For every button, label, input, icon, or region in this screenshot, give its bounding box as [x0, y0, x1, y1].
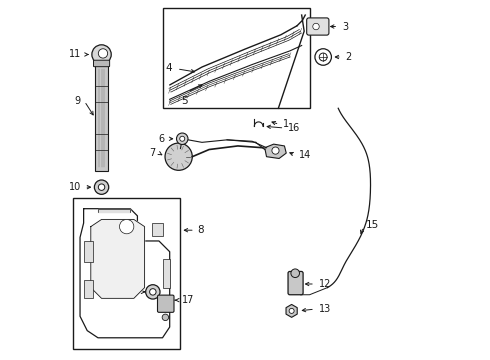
Bar: [152, 223, 163, 235]
Text: 1: 1: [283, 120, 289, 129]
Text: 8: 8: [197, 225, 204, 235]
Circle shape: [162, 314, 169, 320]
Text: 9: 9: [74, 96, 81, 106]
Text: 11: 11: [69, 49, 81, 59]
Circle shape: [149, 289, 156, 295]
Text: 4: 4: [166, 63, 172, 73]
Circle shape: [313, 23, 319, 30]
Text: 18: 18: [128, 287, 140, 297]
Circle shape: [289, 309, 294, 314]
Polygon shape: [98, 209, 130, 212]
Bar: [163, 8, 310, 108]
FancyBboxPatch shape: [307, 18, 329, 35]
Text: 10: 10: [69, 182, 81, 192]
Circle shape: [165, 143, 192, 170]
Text: 7: 7: [149, 148, 155, 158]
Circle shape: [95, 180, 109, 194]
Text: 14: 14: [299, 150, 311, 160]
Circle shape: [319, 53, 327, 61]
Polygon shape: [91, 220, 145, 298]
Text: 13: 13: [318, 304, 331, 314]
Bar: [73, 198, 180, 348]
Circle shape: [98, 49, 108, 58]
Circle shape: [176, 133, 188, 144]
Circle shape: [92, 45, 111, 64]
Bar: [84, 241, 93, 262]
Circle shape: [315, 49, 331, 65]
FancyBboxPatch shape: [94, 60, 110, 67]
Circle shape: [180, 136, 185, 141]
Bar: [95, 65, 108, 171]
Text: 12: 12: [318, 279, 331, 289]
Bar: [84, 280, 93, 298]
Text: 15: 15: [366, 220, 379, 230]
FancyBboxPatch shape: [157, 295, 174, 312]
Polygon shape: [265, 144, 286, 158]
Text: 5: 5: [181, 96, 187, 106]
Text: 17: 17: [181, 295, 194, 305]
Polygon shape: [286, 305, 297, 318]
Circle shape: [120, 220, 134, 234]
Text: 3: 3: [342, 22, 348, 32]
Polygon shape: [80, 209, 170, 338]
Circle shape: [291, 269, 299, 278]
Circle shape: [146, 285, 160, 299]
Text: 16: 16: [288, 123, 300, 133]
Circle shape: [98, 184, 105, 190]
Circle shape: [272, 147, 279, 154]
Bar: [163, 259, 170, 288]
Text: 6: 6: [158, 134, 164, 144]
Text: 2: 2: [345, 52, 352, 62]
FancyBboxPatch shape: [288, 271, 303, 295]
